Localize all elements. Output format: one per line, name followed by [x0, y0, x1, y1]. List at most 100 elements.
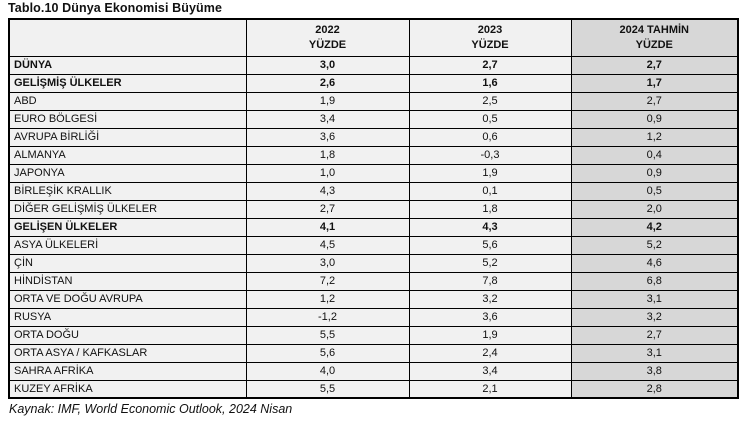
value-2023-cell: 1,8	[408, 199, 572, 219]
value-2023-cell: 5,2	[408, 253, 572, 273]
table-row: ABD 1,9 2,5 2,7	[8, 91, 739, 111]
world-economy-growth-table: 2022 YÜZDE 2023 YÜZDE 2024 TAHMİN YÜZDE …	[8, 18, 739, 399]
value-2022-cell: 2,7	[245, 199, 410, 219]
value-2022-cell: 5,5	[245, 325, 410, 345]
header-row: 2022 YÜZDE 2023 YÜZDE 2024 TAHMİN YÜZDE	[8, 18, 739, 57]
table-row: SAHRA AFRİKA 4,0 3,4 3,8	[8, 361, 739, 381]
value-2023-cell: 2,4	[408, 343, 572, 363]
document-page: Tablo.10 Dünya Ekonomisi Büyüme 2022 YÜZ…	[8, 1, 739, 416]
row-label-cell: AVRUPA BİRLİĞİ	[8, 127, 247, 147]
value-2023-cell: 1,9	[408, 325, 572, 345]
value-2024-forecast-cell: 3,1	[570, 343, 739, 363]
table-header: 2022 YÜZDE 2023 YÜZDE 2024 TAHMİN YÜZDE	[8, 18, 739, 57]
column-year-label: 2022	[315, 24, 340, 37]
table-row: ASYA ÜLKELERİ 4,5 5,6 5,2	[8, 235, 739, 255]
row-label-cell: ORTA DOĞU	[8, 325, 247, 345]
value-2022-cell: 3,4	[245, 109, 410, 129]
value-2024-forecast-cell: 6,8	[570, 271, 739, 291]
table-row: JAPONYA 1,0 1,9 0,9	[8, 163, 739, 183]
value-2023-cell: 2,1	[408, 379, 572, 399]
row-label-cell: KUZEY AFRİKA	[8, 379, 247, 399]
row-label-cell: EURO BÖLGESİ	[8, 109, 247, 129]
source-note: Kaynak: IMF, World Economic Outlook, 202…	[9, 402, 293, 416]
value-2023-cell: 4,3	[408, 217, 572, 237]
value-2022-cell: 1,9	[245, 91, 410, 111]
value-2022-cell: 5,6	[245, 343, 410, 363]
value-2022-cell: 4,1	[245, 217, 410, 237]
row-label-cell: DİĞER GELİŞMİŞ ÜLKELER	[8, 199, 247, 219]
corner-header-cell	[8, 18, 247, 57]
value-2022-cell: 1,8	[245, 145, 410, 165]
value-2022-cell: 1,2	[245, 289, 410, 309]
table-row: KUZEY AFRİKA 5,5 2,1 2,8	[8, 379, 739, 399]
value-2023-cell: 5,6	[408, 235, 572, 255]
value-2023-cell: 7,8	[408, 271, 572, 291]
column-unit-label: YÜZDE	[308, 38, 347, 51]
row-label-cell: ABD	[8, 91, 247, 111]
table-title: Tablo.10 Dünya Ekonomisi Büyüme	[8, 1, 223, 15]
value-2022-cell: 3,6	[245, 127, 410, 147]
value-2022-cell: 5,5	[245, 379, 410, 399]
value-2022-cell: 2,6	[245, 73, 410, 93]
value-2024-forecast-cell: 0,4	[570, 145, 739, 165]
value-2022-cell: 7,2	[245, 271, 410, 291]
table-row: DÜNYA 3,0 2,7 2,7	[8, 55, 739, 75]
column-year-label: 2024 TAHMİN	[619, 24, 689, 37]
value-2024-forecast-cell: 5,2	[570, 235, 739, 255]
value-2024-forecast-cell: 0,5	[570, 181, 739, 201]
value-2023-cell: 3,6	[408, 307, 572, 327]
column-year-label: 2023	[477, 24, 503, 37]
table-row: BİRLEŞİK KRALLIK 4,3 0,1 0,5	[8, 181, 739, 201]
value-2022-cell: 3,0	[245, 55, 410, 75]
value-2024-forecast-cell: 2,7	[570, 91, 739, 111]
value-2022-cell: 3,0	[245, 253, 410, 273]
value-2024-forecast-cell: 1,7	[570, 73, 739, 93]
column-header-2023: 2023 YÜZDE	[408, 18, 572, 57]
value-2024-forecast-cell: 4,6	[570, 253, 739, 273]
row-label-cell: ÇİN	[8, 253, 247, 273]
table-row: ORTA VE DOĞU AVRUPA 1,2 3,2 3,1	[8, 289, 739, 309]
table-row: ALMANYA 1,8 -0,3 0,4	[8, 145, 739, 165]
column-unit-label: YÜZDE	[471, 38, 509, 51]
value-2023-cell: -0,3	[408, 145, 572, 165]
table-body: DÜNYA 3,0 2,7 2,7 GELİŞMİŞ ÜLKELER 2,6 1…	[8, 55, 739, 399]
table-row: GELİŞMİŞ ÜLKELER 2,6 1,6 1,7	[8, 73, 739, 93]
value-2024-forecast-cell: 3,8	[570, 361, 739, 381]
column-header-2024-forecast: 2024 TAHMİN YÜZDE	[570, 18, 739, 57]
value-2024-forecast-cell: 3,1	[570, 289, 739, 309]
value-2024-forecast-cell: 2,7	[570, 325, 739, 345]
row-label-cell: SAHRA AFRİKA	[8, 361, 247, 381]
table-row: EURO BÖLGESİ 3,4 0,5 0,9	[8, 109, 739, 129]
table-row: HİNDİSTAN 7,2 7,8 6,8	[8, 271, 739, 291]
row-label-cell: ALMANYA	[8, 145, 247, 165]
row-label-cell: GELİŞEN ÜLKELER	[8, 217, 247, 237]
row-label-cell: ASYA ÜLKELERİ	[8, 235, 247, 255]
row-label-cell: ORTA VE DOĞU AVRUPA	[8, 289, 247, 309]
value-2024-forecast-cell: 0,9	[570, 163, 739, 183]
value-2024-forecast-cell: 4,2	[570, 217, 739, 237]
value-2023-cell: 3,4	[408, 361, 572, 381]
value-2023-cell: 0,5	[408, 109, 572, 129]
row-label-cell: HİNDİSTAN	[8, 271, 247, 291]
value-2023-cell: 1,6	[408, 73, 572, 93]
value-2023-cell: 2,7	[408, 55, 572, 75]
value-2023-cell: 3,2	[408, 289, 572, 309]
table-row: ORTA ASYA / KAFKASLAR 5,6 2,4 3,1	[8, 343, 739, 363]
value-2022-cell: 4,0	[245, 361, 410, 381]
value-2024-forecast-cell: 1,2	[570, 127, 739, 147]
row-label-cell: GELİŞMİŞ ÜLKELER	[8, 73, 247, 93]
table-row: DİĞER GELİŞMİŞ ÜLKELER 2,7 1,8 2,0	[8, 199, 739, 219]
column-unit-label: YÜZDE	[635, 38, 673, 51]
row-label-cell: BİRLEŞİK KRALLIK	[8, 181, 247, 201]
value-2024-forecast-cell: 3,2	[570, 307, 739, 327]
table-row: RUSYA -1,2 3,6 3,2	[8, 307, 739, 327]
value-2023-cell: 0,1	[408, 181, 572, 201]
table-row: ORTA DOĞU 5,5 1,9 2,7	[8, 325, 739, 345]
row-label-cell: ORTA ASYA / KAFKASLAR	[8, 343, 247, 363]
row-label-cell: JAPONYA	[8, 163, 247, 183]
column-header-2022: 2022 YÜZDE	[245, 18, 410, 57]
table-row: GELİŞEN ÜLKELER 4,1 4,3 4,2	[8, 217, 739, 237]
value-2022-cell: -1,2	[245, 307, 410, 327]
table-row: ÇİN 3,0 5,2 4,6	[8, 253, 739, 273]
table-row: AVRUPA BİRLİĞİ 3,6 0,6 1,2	[8, 127, 739, 147]
